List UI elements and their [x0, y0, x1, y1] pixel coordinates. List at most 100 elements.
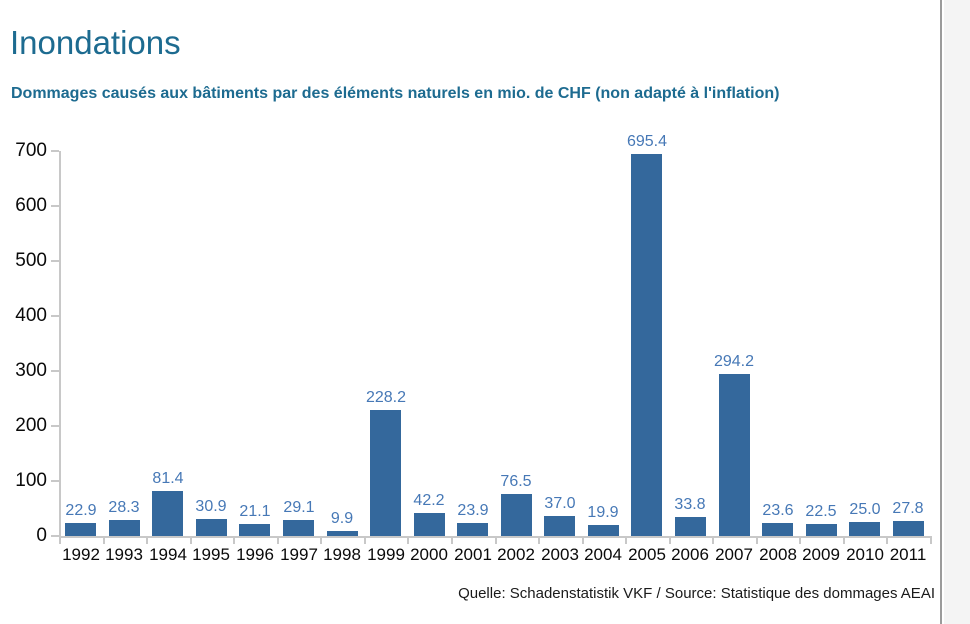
- x-axis-label-1994: 1994: [149, 545, 187, 564]
- x-axis-label-2006: 2006: [671, 545, 709, 564]
- x-tick: [625, 538, 628, 544]
- x-tick: [712, 538, 715, 544]
- bar-value-1995: 30.9: [195, 498, 227, 515]
- y-axis-tick-label: 500: [15, 250, 47, 271]
- bar-1998: [327, 531, 358, 536]
- x-axis-label-2002: 2002: [497, 545, 535, 564]
- x-tick: [668, 538, 671, 544]
- x-axis-label-2003: 2003: [541, 545, 579, 564]
- bar-value-2006: 33.8: [674, 496, 706, 513]
- x-axis-label-1992: 1992: [62, 545, 100, 564]
- bar-value-2008: 23.6: [762, 502, 794, 519]
- bar-value-1993: 28.3: [108, 499, 140, 516]
- x-axis-label-2011: 2011: [889, 545, 927, 564]
- y-axis-tick-label: 400: [15, 305, 47, 326]
- x-tick: [233, 538, 236, 544]
- bar-2004: [588, 525, 619, 536]
- x-axis-label-2004: 2004: [584, 545, 622, 564]
- bar-1994: [152, 491, 183, 536]
- bar-value-2009: 22.5: [805, 503, 837, 520]
- scrollbar-track[interactable]: [944, 0, 970, 624]
- bar-2010: [849, 522, 880, 536]
- x-axis-label-2007: 2007: [715, 545, 753, 564]
- bar-value-2002: 76.5: [500, 473, 532, 490]
- x-tick: [363, 538, 366, 544]
- x-axis-label-1999: 1999: [367, 545, 405, 564]
- x-tick: [755, 538, 758, 544]
- x-tick: [581, 538, 584, 544]
- y-axis-line: [59, 151, 61, 536]
- bar-2007: [719, 374, 750, 536]
- y-axis-tick-label: 300: [15, 360, 47, 381]
- bar-1995: [196, 519, 227, 536]
- bar-value-1994: 81.4: [152, 470, 184, 487]
- bar-1992: [65, 523, 96, 536]
- x-axis-label-2008: 2008: [759, 545, 797, 564]
- bar-2002: [501, 494, 532, 536]
- x-tick: [799, 538, 802, 544]
- y-axis-tick-label: 600: [15, 195, 47, 216]
- bar-value-2011: 27.8: [892, 500, 924, 517]
- source-caption: Quelle: Schadenstatistik VKF / Source: S…: [458, 585, 935, 602]
- y-axis-tick-label: 700: [15, 140, 47, 161]
- bar-2003: [544, 516, 575, 536]
- x-tick: [450, 538, 453, 544]
- bar-value-2005: 695.4: [626, 133, 668, 150]
- bar-value-1997: 29.1: [283, 499, 315, 516]
- x-axis-label-2000: 2000: [410, 545, 448, 564]
- x-tick: [842, 538, 845, 544]
- x-tick: [538, 538, 541, 544]
- bar-value-1999: 228.2: [365, 389, 407, 406]
- x-axis-label-1996: 1996: [236, 545, 274, 564]
- bar-value-1998: 9.9: [330, 510, 354, 527]
- bar-2008: [762, 523, 793, 536]
- chart-subtitle: Dommages causés aux bâtiments par des él…: [11, 85, 780, 102]
- x-tick: [407, 538, 410, 544]
- x-axis-label-1995: 1995: [192, 545, 230, 564]
- bar-1993: [109, 520, 140, 536]
- x-axis-label-1997: 1997: [280, 545, 318, 564]
- y-tick: [51, 205, 59, 207]
- bar-value-2004: 19.9: [587, 504, 619, 521]
- bar-value-2010: 25.0: [849, 501, 881, 518]
- bar-2000: [414, 513, 445, 536]
- bar-2009: [806, 524, 837, 536]
- y-tick: [51, 150, 59, 152]
- x-axis-label-2010: 2010: [846, 545, 884, 564]
- bar-1996: [239, 524, 270, 536]
- bar-2006: [675, 517, 706, 536]
- y-tick: [51, 480, 59, 482]
- x-axis-label-2005: 2005: [628, 545, 666, 564]
- x-axis-label-2001: 2001: [454, 545, 492, 564]
- bar-2011: [893, 521, 924, 536]
- x-tick: [102, 538, 105, 544]
- x-axis-label-1998: 1998: [323, 545, 361, 564]
- x-tick: [146, 538, 149, 544]
- x-axis-line: [59, 536, 932, 538]
- x-tick: [494, 538, 497, 544]
- x-tick: [886, 538, 889, 544]
- x-tick: [189, 538, 192, 544]
- y-tick: [51, 370, 59, 372]
- bar-chart: 0 100 200 300 400 500 600 700 22.9 1992 28.3 1993 81…: [15, 133, 932, 564]
- y-axis-tick-label: 100: [15, 470, 47, 491]
- bar-1997: [283, 520, 314, 536]
- x-axis-label-2009: 2009: [802, 545, 840, 564]
- report-panel: Inondations Dommages causés aux bâtiment…: [10, 0, 942, 624]
- y-tick: [51, 260, 59, 262]
- bar-2005: [631, 154, 662, 536]
- y-tick: [51, 315, 59, 317]
- x-tick: [276, 538, 279, 544]
- bar-2001: [457, 523, 488, 536]
- bar-value-2000: 42.2: [413, 492, 445, 509]
- y-tick: [51, 535, 59, 537]
- bar-value-1992: 22.9: [65, 502, 97, 519]
- y-axis-tick-label: 200: [15, 415, 47, 436]
- page-title: Inondations: [10, 24, 181, 62]
- y-tick: [51, 425, 59, 427]
- bar-value-2007: 294.2: [713, 353, 755, 370]
- x-axis-label-1993: 1993: [105, 545, 143, 564]
- y-axis-tick-label: 0: [36, 525, 47, 546]
- bar-1999: [370, 410, 401, 536]
- bar-value-1996: 21.1: [239, 503, 271, 520]
